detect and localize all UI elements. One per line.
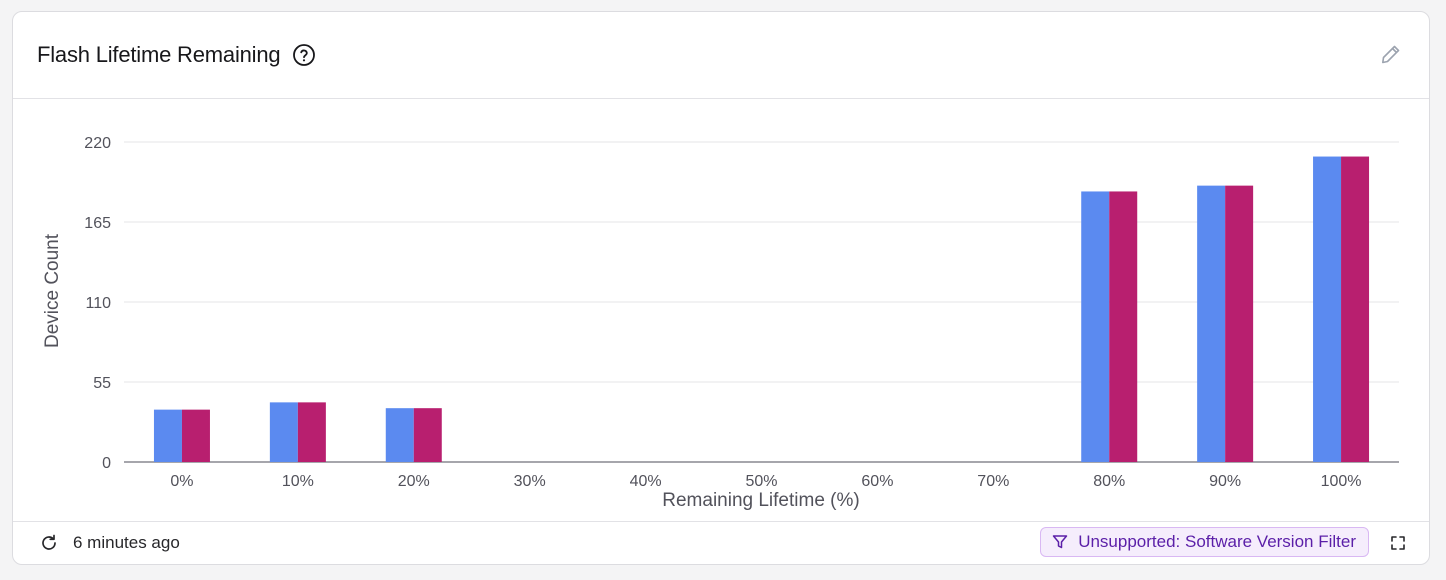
y-tick-label: 220 (84, 135, 111, 152)
x-tick-label: 100% (1321, 473, 1362, 490)
chart-card: Flash Lifetime Remaining 0 55 110 165 220 0%… (12, 11, 1430, 565)
bar (1109, 191, 1138, 463)
bar (297, 402, 326, 462)
x-tick-label: 20% (398, 473, 430, 490)
x-tick-label: 70% (977, 473, 1009, 490)
x-tick-label: 50% (745, 473, 777, 490)
card-title: Flash Lifetime Remaining (37, 42, 281, 67)
y-tick-label: 165 (84, 215, 111, 232)
filter-badge-label: Unsupported: Software Version Filter (1078, 532, 1356, 551)
bar (1197, 185, 1226, 462)
card-footer: 6 minutes ago Unsupported: Software Vers… (13, 521, 1429, 564)
unsupported-filter-badge[interactable]: Unsupported: Software Version Filter (1040, 527, 1369, 557)
x-tick-label: 60% (861, 473, 893, 490)
chart-area: 0 55 110 165 220 0% 10% 20% 30% 40% 50% 60% 70% 80% 9… (13, 100, 1429, 522)
x-tick-label: 40% (630, 473, 662, 490)
y-tick-label: 110 (85, 295, 111, 312)
bar (385, 408, 414, 462)
x-tick-label: 90% (1209, 473, 1241, 490)
question-circle-icon[interactable] (292, 43, 316, 67)
pencil-icon[interactable] (1379, 42, 1403, 66)
refresh-icon[interactable] (39, 533, 59, 553)
x-tick-label: 30% (514, 473, 546, 490)
funnel-icon (1051, 533, 1069, 551)
card-header: Flash Lifetime Remaining (13, 12, 1429, 99)
x-axis-title: Remaining Lifetime (%) (662, 490, 859, 511)
x-tick-label: 0% (170, 473, 193, 490)
bar (269, 402, 298, 462)
last-updated-text: 6 minutes ago (73, 533, 180, 552)
x-tick-label: 80% (1093, 473, 1125, 490)
bar (1313, 156, 1342, 462)
bar (413, 408, 442, 462)
expand-icon[interactable] (1389, 534, 1407, 552)
bar (181, 409, 210, 462)
bar (1081, 191, 1110, 463)
y-tick-label: 0 (102, 455, 111, 472)
bar (1225, 185, 1254, 462)
bar-chart: 0 55 110 165 220 0% 10% 20% 30% 40% 50% 60% 70% 80% 9… (42, 135, 1399, 511)
y-axis-title: Device Count (42, 233, 63, 348)
bar (153, 409, 182, 462)
y-tick-label: 55 (93, 375, 111, 392)
bar (1341, 156, 1370, 462)
x-tick-label: 10% (282, 473, 314, 490)
